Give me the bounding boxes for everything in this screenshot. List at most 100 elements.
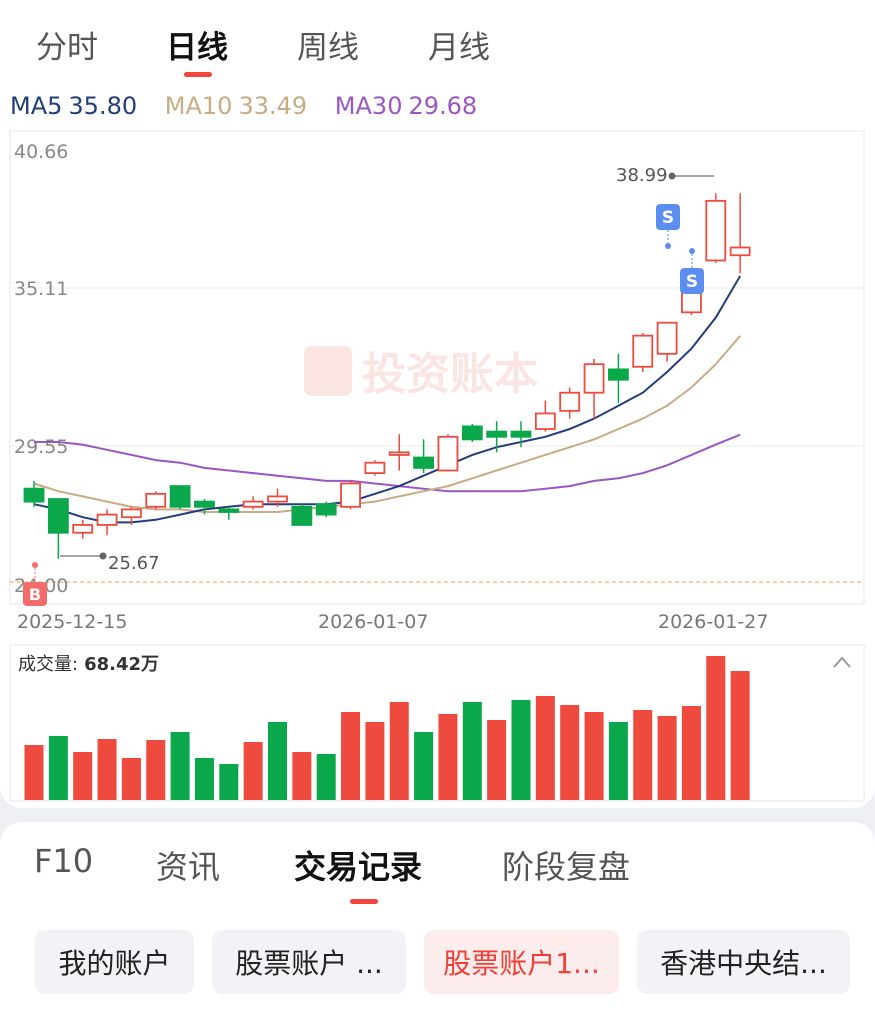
candle-body[interactable] [218, 508, 240, 513]
candle-body[interactable] [291, 505, 313, 526]
candle-body[interactable] [681, 290, 702, 314]
volume-bar [706, 656, 726, 800]
volume-bar [608, 722, 628, 800]
sell-marker-label: S [686, 272, 698, 292]
ma10-value: 33.49 [238, 92, 308, 120]
ma30-value: 29.68 [408, 92, 478, 120]
tab-weekly[interactable]: 周线 [297, 30, 359, 66]
ma30-label: MA30 [334, 92, 403, 120]
volume-bar [73, 752, 93, 800]
volume-bar [292, 752, 312, 800]
volume-bar [365, 722, 385, 800]
tab-trade-records[interactable]: 交易记录 [294, 848, 423, 886]
volume-label-text: 成交量: [18, 654, 79, 675]
tab-f10[interactable]: F10 [34, 842, 94, 880]
high-annotation: 38.99 [616, 165, 668, 186]
active-tab-indicator [184, 72, 212, 77]
volume-label: 成交量: 68.42万 [18, 650, 159, 676]
ma10-label: MA10 [164, 92, 233, 120]
date-label: 2026-01-27 [658, 611, 768, 633]
low-annotation-dot [99, 552, 107, 560]
candle-body[interactable] [486, 430, 508, 438]
candle-body[interactable] [729, 246, 751, 257]
active-bottom-tab-indicator [350, 899, 378, 904]
tab-minute[interactable]: 分时 [36, 30, 98, 66]
volume-bar [97, 739, 117, 800]
ma-legend: MA5 35.80 MA10 33.49 MA30 29.68 [10, 92, 497, 120]
ma10-legend: MA10 33.49 [165, 92, 317, 120]
candle-body[interactable] [534, 412, 556, 430]
volume-panel-frame [9, 644, 865, 802]
price-label-mid: 35.11 [14, 278, 68, 300]
candle-body[interactable] [413, 456, 435, 469]
price-label-top: 40.66 [14, 141, 68, 163]
candle-body[interactable] [242, 500, 264, 508]
volume-bar [146, 740, 166, 800]
chart-card [0, 0, 875, 808]
candle-body[interactable] [47, 498, 69, 534]
candle-body[interactable] [632, 334, 654, 368]
sell-marker-icon[interactable]: S [680, 248, 704, 294]
candle-body[interactable] [121, 508, 142, 519]
candle-body[interactable] [364, 461, 386, 474]
date-label: 2026-01-07 [318, 611, 428, 633]
volume-bar [48, 736, 68, 800]
volume-bar [535, 696, 555, 800]
candle-body[interactable] [705, 199, 727, 262]
candle-body[interactable] [145, 492, 167, 508]
ma5-legend: MA5 35.80 [10, 92, 147, 120]
tab-news[interactable]: 资讯 [156, 848, 221, 886]
volume-bar [487, 720, 507, 800]
tab-daily[interactable]: 日线 [166, 30, 228, 66]
tab-stage-review[interactable]: 阶段复盘 [502, 848, 631, 886]
volume-bar [584, 712, 604, 800]
ma30-legend: MA30 29.68 [335, 92, 487, 120]
low-annotation: 25.67 [108, 553, 160, 574]
volume-bar [219, 764, 239, 800]
candle-body[interactable] [72, 524, 94, 534]
candle-body[interactable] [559, 391, 581, 412]
candle-body[interactable] [461, 425, 483, 441]
account-chip-stock-2[interactable]: 股票账户1... [424, 930, 619, 994]
volume-bar [730, 671, 750, 800]
candle-body[interactable] [437, 435, 459, 472]
candle-body[interactable] [583, 363, 605, 394]
candle-body[interactable] [510, 430, 532, 438]
volume-bar [24, 745, 44, 800]
watermark-text: 投资账本 [362, 349, 538, 400]
candle-body[interactable] [656, 321, 678, 355]
candle-body[interactable] [315, 503, 337, 516]
tab-monthly[interactable]: 月线 [428, 30, 490, 66]
volume-bar [316, 754, 336, 800]
candle-body[interactable] [96, 513, 118, 526]
buy-marker-icon[interactable]: B [23, 562, 47, 606]
sell-marker-icon[interactable]: S [656, 204, 680, 249]
candle-body[interactable] [340, 482, 361, 508]
candle-body[interactable] [194, 500, 215, 508]
candle-body[interactable] [608, 368, 629, 381]
price-label-low: 29.55 [14, 436, 68, 458]
candle-body[interactable] [388, 451, 410, 456]
volume-bar [268, 722, 287, 800]
volume-bar [560, 705, 580, 800]
candle-body[interactable] [267, 495, 288, 503]
candlestick-chart[interactable]: 投资账本 40.66 35.11 29.55 24.00 2025-12-15 … [0, 0, 875, 808]
volume-bar [170, 732, 190, 800]
volume-bar [511, 700, 531, 800]
volume-bar [681, 706, 701, 800]
ma5-value: 35.80 [68, 92, 138, 120]
candle-body[interactable] [169, 485, 191, 508]
watermark-logo-icon [304, 346, 352, 396]
ma10-line [33, 335, 741, 513]
candle-body[interactable] [23, 487, 45, 503]
account-chip-mine[interactable]: 我的账户 [35, 930, 194, 994]
watermark: 投资账本 [304, 346, 538, 400]
ma5-label: MA5 [10, 92, 63, 120]
buy-marker-label: B [29, 585, 41, 604]
volume-value: 68.42万 [84, 654, 160, 675]
account-chip-stock-1[interactable]: 股票账户 ... [212, 930, 406, 994]
account-chip-hkscc[interactable]: 香港中央结... [637, 930, 850, 994]
volume-bar [341, 712, 361, 800]
chevron-up-icon[interactable] [833, 656, 851, 668]
volume-bar [438, 714, 458, 800]
